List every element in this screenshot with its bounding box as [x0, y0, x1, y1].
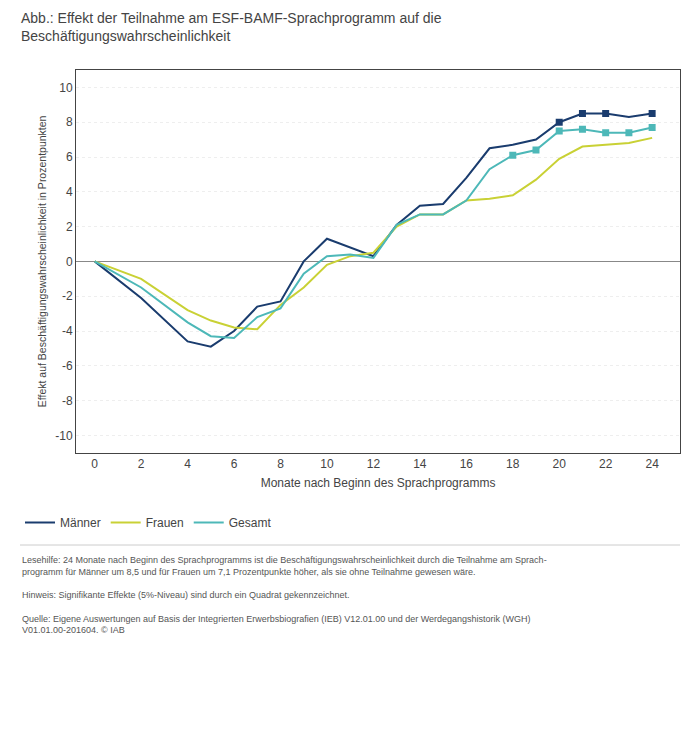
svg-text:4: 4: [66, 185, 73, 199]
svg-text:-4: -4: [62, 324, 73, 338]
svg-text:0: 0: [91, 457, 98, 471]
svg-text:4: 4: [184, 457, 191, 471]
svg-text:-6: -6: [62, 359, 73, 373]
svg-text:-8: -8: [62, 394, 73, 408]
svg-text:22: 22: [599, 457, 613, 471]
svg-text:10: 10: [320, 457, 334, 471]
svg-text:8: 8: [66, 115, 73, 129]
svg-text:8: 8: [277, 457, 284, 471]
svg-text:Gesamt: Gesamt: [229, 516, 272, 530]
svg-text:Frauen: Frauen: [146, 516, 184, 530]
svg-text:Abb.: Effekt der Teilnahme am: Abb.: Effekt der Teilnahme am ESF-BAMF-S…: [21, 10, 442, 44]
svg-text:12: 12: [367, 457, 381, 471]
svg-text:-2: -2: [62, 289, 73, 303]
svg-text:Monate nach Beginn des Sprachp: Monate nach Beginn des Sprachprogramms: [261, 476, 496, 490]
svg-text:10: 10: [59, 81, 73, 95]
svg-text:6: 6: [231, 457, 238, 471]
svg-text:Lesehilfe: 24 Monate nach Begi: Lesehilfe: 24 Monate nach Beginn des Spr…: [22, 555, 547, 635]
svg-text:24: 24: [645, 457, 659, 471]
svg-text:20: 20: [553, 457, 567, 471]
svg-text:16: 16: [460, 457, 474, 471]
svg-text:0: 0: [66, 255, 73, 269]
svg-text:6: 6: [66, 150, 73, 164]
svg-text:2: 2: [66, 220, 73, 234]
svg-text:2: 2: [138, 457, 145, 471]
svg-text:14: 14: [413, 457, 427, 471]
svg-text:18: 18: [506, 457, 520, 471]
svg-text:Effekt auf Beschäftigungswahrs: Effekt auf Beschäftigungswahrscheinlichk…: [36, 115, 48, 407]
svg-text:-10: -10: [55, 429, 73, 443]
svg-text:Männer: Männer: [60, 516, 101, 530]
